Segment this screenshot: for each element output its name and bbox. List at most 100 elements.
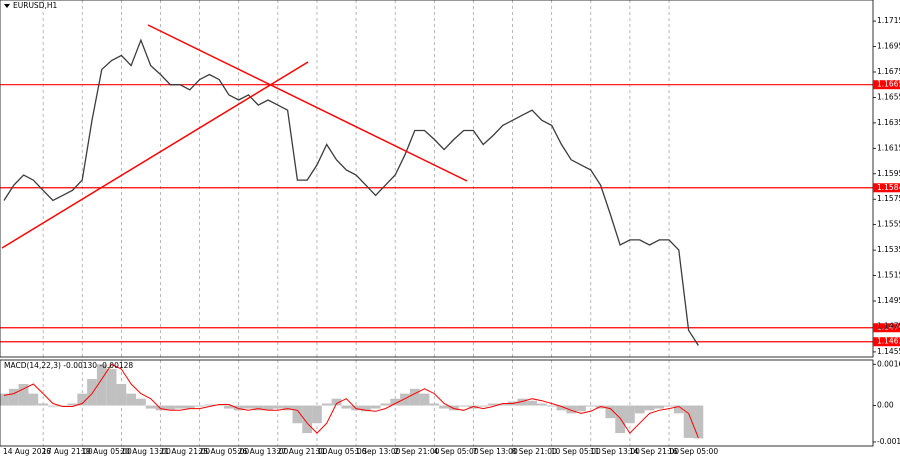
histogram-bar — [145, 405, 156, 409]
x-tick-label: 14 Sep 21:00 — [629, 447, 679, 456]
histogram-bar — [390, 398, 401, 406]
histogram-bar — [8, 388, 19, 406]
macd-panel-frame — [0, 359, 874, 447]
histogram-bar — [634, 405, 645, 414]
histogram-bar — [18, 384, 29, 406]
macd-title: MACD(14,22,3) -0.00130 -0.00128 — [4, 361, 133, 370]
x-tick-label: 1 Sep 13:00 — [355, 447, 401, 456]
x-tick-label: 2 Sep 21:00 — [394, 447, 440, 456]
histogram-bar — [439, 405, 449, 409]
histogram-bar — [116, 384, 127, 406]
histogram-bar — [673, 405, 684, 414]
histogram-bar — [224, 405, 234, 409]
y-tick-label: 1.1615 — [877, 143, 900, 152]
x-tick-label: 14 Aug 2026 — [3, 447, 51, 456]
histogram-bar — [654, 405, 665, 409]
x-tick-label: 25 Aug 05:00 — [199, 447, 250, 456]
histogram-bar — [253, 405, 264, 411]
x-tick-label: 16 Sep 05:00 — [668, 447, 718, 456]
y-tick-label: 1.1535 — [877, 245, 900, 254]
histogram-bar — [693, 405, 704, 439]
histogram-bar — [184, 405, 195, 409]
histogram-bar — [67, 403, 78, 406]
y-tick-label: 1.1675 — [877, 67, 900, 76]
x-tick-label: 20 Aug 13:00 — [120, 447, 171, 456]
x-tick-label: 4 Sep 05:00 — [433, 447, 479, 456]
y-tick-label: 1.1635 — [877, 118, 900, 127]
histogram-bar — [527, 400, 538, 406]
histogram-bar — [331, 398, 342, 406]
histogram-bar — [126, 393, 137, 406]
histogram-bar — [136, 398, 146, 406]
y-tick-label: 1.1515 — [877, 271, 900, 280]
histogram-bar — [546, 405, 557, 407]
x-tick-label: 11 Sep 13:00 — [590, 447, 640, 456]
y-tick-label: -0.00144 — [877, 437, 900, 446]
y-tick-label: 0.00 — [877, 401, 894, 410]
x-tick-label: 10 Sep 05:00 — [551, 447, 601, 456]
histogram-bar — [585, 405, 596, 407]
y-tick-label: 1.1655 — [877, 92, 900, 101]
level-label: 1.1665 — [877, 80, 900, 89]
histogram-bar — [605, 405, 616, 419]
histogram-bar — [312, 405, 322, 424]
price-panel-frame — [0, 0, 874, 358]
histogram-bar — [194, 405, 205, 407]
histogram-bar — [664, 405, 674, 407]
level-label-box — [873, 323, 900, 333]
histogram-bar — [429, 403, 440, 406]
histogram-bar — [175, 405, 185, 409]
histogram-bar — [615, 405, 626, 434]
price-line — [3, 38, 699, 346]
level-label-box — [873, 337, 900, 347]
level-label: 1.1474 — [877, 323, 900, 332]
histogram-bar — [488, 403, 498, 406]
y-tick-label: 1.1715 — [877, 16, 900, 25]
histogram-bar — [292, 405, 303, 424]
histogram-bar — [360, 405, 371, 412]
histogram-bar — [448, 405, 459, 411]
histogram-bar — [566, 405, 577, 414]
symbol-menu-icon[interactable] — [4, 4, 10, 8]
histogram-bar — [48, 405, 58, 407]
histogram-bar — [556, 405, 567, 411]
histogram-bar — [537, 403, 547, 406]
chart-title: EURUSD,H1 — [13, 1, 57, 10]
y-tick-label: 0.00163 — [877, 359, 900, 368]
histogram-bar — [497, 403, 508, 406]
histogram-bar — [400, 393, 410, 406]
histogram-bar — [0, 393, 9, 406]
histogram-bar — [576, 405, 586, 412]
histogram-bar — [302, 405, 313, 434]
x-tick-label: 31 Aug 05:00 — [316, 447, 367, 456]
trend-line — [147, 24, 468, 182]
histogram-bar — [468, 405, 479, 409]
histogram-bar — [214, 404, 225, 406]
histogram-bar — [233, 405, 244, 411]
histogram-bar — [370, 405, 381, 409]
x-tick-label: 8 Sep 21:00 — [512, 447, 558, 456]
marks — [0, 38, 704, 439]
trend-line — [1, 61, 309, 249]
histogram-bar — [321, 403, 332, 406]
histogram-bar — [282, 405, 293, 411]
y-tick-label: 1.1475 — [877, 321, 900, 330]
histogram-bar — [380, 403, 391, 406]
histogram-bar — [478, 405, 489, 407]
histogram-bar — [272, 405, 283, 409]
histogram-bar — [263, 405, 273, 411]
levels — [0, 84, 873, 343]
y-tick-label: 1.1555 — [877, 220, 900, 229]
y-tick-label: 1.1595 — [877, 169, 900, 178]
level-label: 1.1584 — [877, 183, 900, 192]
x-tick-label: 17 Aug 21:00 — [42, 447, 93, 456]
x-tick-label: 21 Aug 21:00 — [159, 447, 210, 456]
histogram-bar — [409, 388, 420, 406]
histogram-bar — [204, 404, 215, 406]
y-tick-label: 1.1695 — [877, 42, 900, 51]
histogram-bar — [644, 405, 655, 411]
level-label-box — [873, 183, 900, 193]
histogram-bar — [683, 405, 694, 438]
level-label: 1.1463 — [877, 337, 900, 346]
